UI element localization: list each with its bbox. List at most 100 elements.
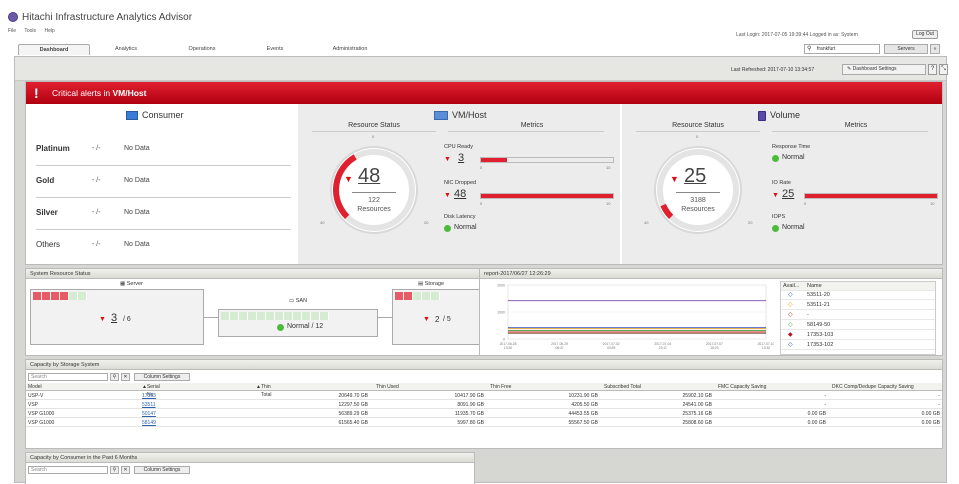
search-icon: ⚲	[807, 46, 812, 52]
storage-status-box[interactable]: ▼ 2 / 5	[392, 289, 482, 345]
consumer-icon	[126, 111, 138, 121]
metric-cpu-ready-value[interactable]: 3	[458, 152, 465, 164]
expand-icon[interactable]: ⤡	[939, 64, 948, 75]
metric-disk-latency-label: Disk Latency	[444, 214, 476, 220]
column-header[interactable]: FMC Capacity Saving	[718, 384, 767, 390]
server-status-box[interactable]: ▼ 3 / 6	[30, 289, 204, 345]
grade-ratio: - /-	[92, 177, 101, 184]
cell-fmc: -	[824, 402, 826, 408]
column-header[interactable]: Thin Free	[490, 384, 512, 390]
grade-name: Gold	[36, 176, 55, 185]
grade-status: No Data	[124, 177, 150, 184]
vmhost-gauge-total: 122	[368, 197, 380, 204]
grade-ratio: - /-	[92, 209, 101, 216]
gauge-tick: 0	[696, 134, 699, 139]
table-row[interactable]: VSP G1000 58149 61565.40 GB 5997.80 GB 55567…	[26, 419, 942, 427]
x-tick-label: 2017-07-07	[706, 342, 723, 346]
legend-avail-header: Avail...	[783, 283, 800, 289]
storage-label-text: Storage	[424, 281, 444, 287]
last-refreshed-text: Last Refreshed: 2017-07-10 13:34:57	[731, 67, 815, 73]
legend-item[interactable]: ◇ 17353-102	[781, 341, 935, 350]
consumer-row-platinum[interactable]: Platinum - /- No Data	[36, 134, 291, 166]
tab-dashboard[interactable]: Dashboard	[18, 44, 90, 55]
series-marker-icon: ◇	[788, 302, 793, 308]
logout-button[interactable]: Log Out	[912, 30, 938, 39]
search-scope-select[interactable]: Servers	[884, 44, 928, 54]
column-header[interactable]: ▲ Thin Total	[256, 384, 272, 398]
tab-analytics[interactable]: Analytics	[114, 46, 137, 52]
server-icon: ▦	[120, 281, 127, 287]
metric-io-rate-bar	[804, 193, 938, 199]
panel-title: Capacity by Consumer in the Past 6 Month…	[26, 453, 474, 463]
legend-item[interactable]: ◇ 53511-21	[781, 301, 935, 310]
app-titlebar: Hitachi Infrastructure Analytics Advisor…	[0, 0, 959, 39]
consumer-row-silver[interactable]: Silver - /- No Data	[36, 198, 291, 230]
legend-item[interactable]: ◇ 58149-50	[781, 321, 935, 330]
search-icon[interactable]: ⚲	[110, 373, 119, 381]
volume-gauge-value[interactable]: 25	[684, 165, 707, 187]
legend-item[interactable]: ◇ 53511-20	[781, 291, 935, 300]
volume-heading-label: Volume	[770, 110, 801, 120]
column-header-label: Thin Total	[260, 384, 272, 398]
critical-triangle-icon: ▼	[670, 174, 679, 184]
column-settings-button[interactable]: Column Settings	[134, 466, 190, 474]
column-header[interactable]: Subscribed Total	[604, 384, 641, 390]
table-row[interactable]: VSP G1000 50147 56389.29 GB 11935.70 GB 4445…	[26, 410, 942, 418]
vmhost-gauge-value[interactable]: 48	[358, 165, 381, 187]
menu-file[interactable]: File	[8, 28, 17, 34]
tab-events[interactable]: Events	[266, 46, 284, 52]
x-tick-label: 13:30	[762, 346, 770, 350]
grade-ratio: - /-	[92, 145, 101, 152]
tab-administration[interactable]: Administration	[332, 46, 368, 52]
consumer-row-gold[interactable]: Gold - /- No Data	[36, 166, 291, 198]
menu-tools[interactable]: Tools	[24, 28, 37, 34]
y-tick-label: 1000	[497, 311, 505, 315]
volume-gauge-unit: Resources	[681, 206, 715, 213]
column-header[interactable]: Model	[28, 384, 42, 390]
column-header[interactable]: ▲ Serial No	[142, 384, 160, 398]
consumer-row-others[interactable]: Others - /- No Data	[36, 230, 291, 262]
global-search-input[interactable]: ⚲ frankfurt	[804, 44, 880, 54]
metric-nic-dropped-value[interactable]: 48	[454, 188, 467, 200]
table-row[interactable]: VSP 53511 12297.50 GB 8091.90 GB 4205.50 GB 2…	[26, 401, 942, 409]
search-icon[interactable]: ⚲	[110, 466, 119, 474]
vmhost-column: VM/Host Resource Status Metrics ▼ 48 122…	[298, 104, 620, 264]
tab-operations[interactable]: Operations	[188, 46, 216, 52]
san-status-box[interactable]: ▭ SAN Normal / 12	[218, 298, 378, 337]
cell-serial[interactable]: 58149	[142, 420, 156, 426]
clear-icon[interactable]: ✕	[121, 466, 130, 474]
system-resource-status-panel: System Resource Status ▦ Server ▼ 3 / 6 …	[25, 268, 487, 356]
volume-resource-gauge[interactable]: ▼ 25 3188 Resources 0 40 20	[644, 134, 752, 240]
dashboard-settings-label: Dashboard Settings	[852, 66, 897, 72]
more-button[interactable]: »	[930, 44, 940, 54]
panel-title: Capacity by Storage System	[26, 360, 942, 370]
normal-status-icon	[277, 324, 284, 331]
legend-item[interactable]: ◆ 17353-103	[781, 331, 935, 340]
server-critical-count[interactable]: 3	[111, 312, 118, 324]
series-marker-icon: ◇	[788, 292, 793, 298]
cell-serial[interactable]: 53511	[142, 402, 156, 408]
table-row[interactable]: USP-V 17353 20649.70 GB 10417.90 GB 10231.90…	[26, 392, 942, 400]
dashboard-settings-button[interactable]: ✎ Dashboard Settings	[842, 64, 926, 75]
metric-io-rate-value[interactable]: 25	[782, 188, 795, 200]
capacity-storage-panel: Capacity by Storage System Search ⚲ ✕ Co…	[25, 359, 943, 449]
clear-icon[interactable]: ✕	[121, 373, 130, 381]
san-label: ▭ SAN	[289, 298, 307, 304]
consumer-search-input[interactable]: Search	[28, 466, 108, 474]
menu-help[interactable]: Help	[44, 28, 55, 34]
column-header[interactable]: Thin Used	[376, 384, 399, 390]
vmhost-resource-gauge[interactable]: ▼ 48 122 Resources 0 40 20	[320, 134, 428, 240]
legend-item[interactable]: ◇ -	[781, 311, 935, 320]
report-line-chart[interactable]: 2000100002017-06-2813:302017-06-2906:472…	[484, 281, 774, 355]
storage-critical-count[interactable]: 2	[435, 315, 440, 324]
bar-axis-max: 10	[606, 165, 611, 170]
column-settings-button[interactable]: Column Settings	[134, 373, 190, 381]
metric-response-time-label: Response Time	[772, 144, 811, 150]
column-header[interactable]: DKC Comp/Dedupe Capacity Saving	[832, 384, 914, 390]
help-button[interactable]: ?	[928, 64, 937, 75]
cell-serial[interactable]: 50147	[142, 411, 156, 417]
cell-serial[interactable]: 17353	[142, 393, 156, 399]
storage-label: ▤ Storage	[418, 281, 444, 287]
capacity-search-input[interactable]: Search	[28, 373, 108, 381]
storage-icon: ▤	[418, 281, 425, 287]
